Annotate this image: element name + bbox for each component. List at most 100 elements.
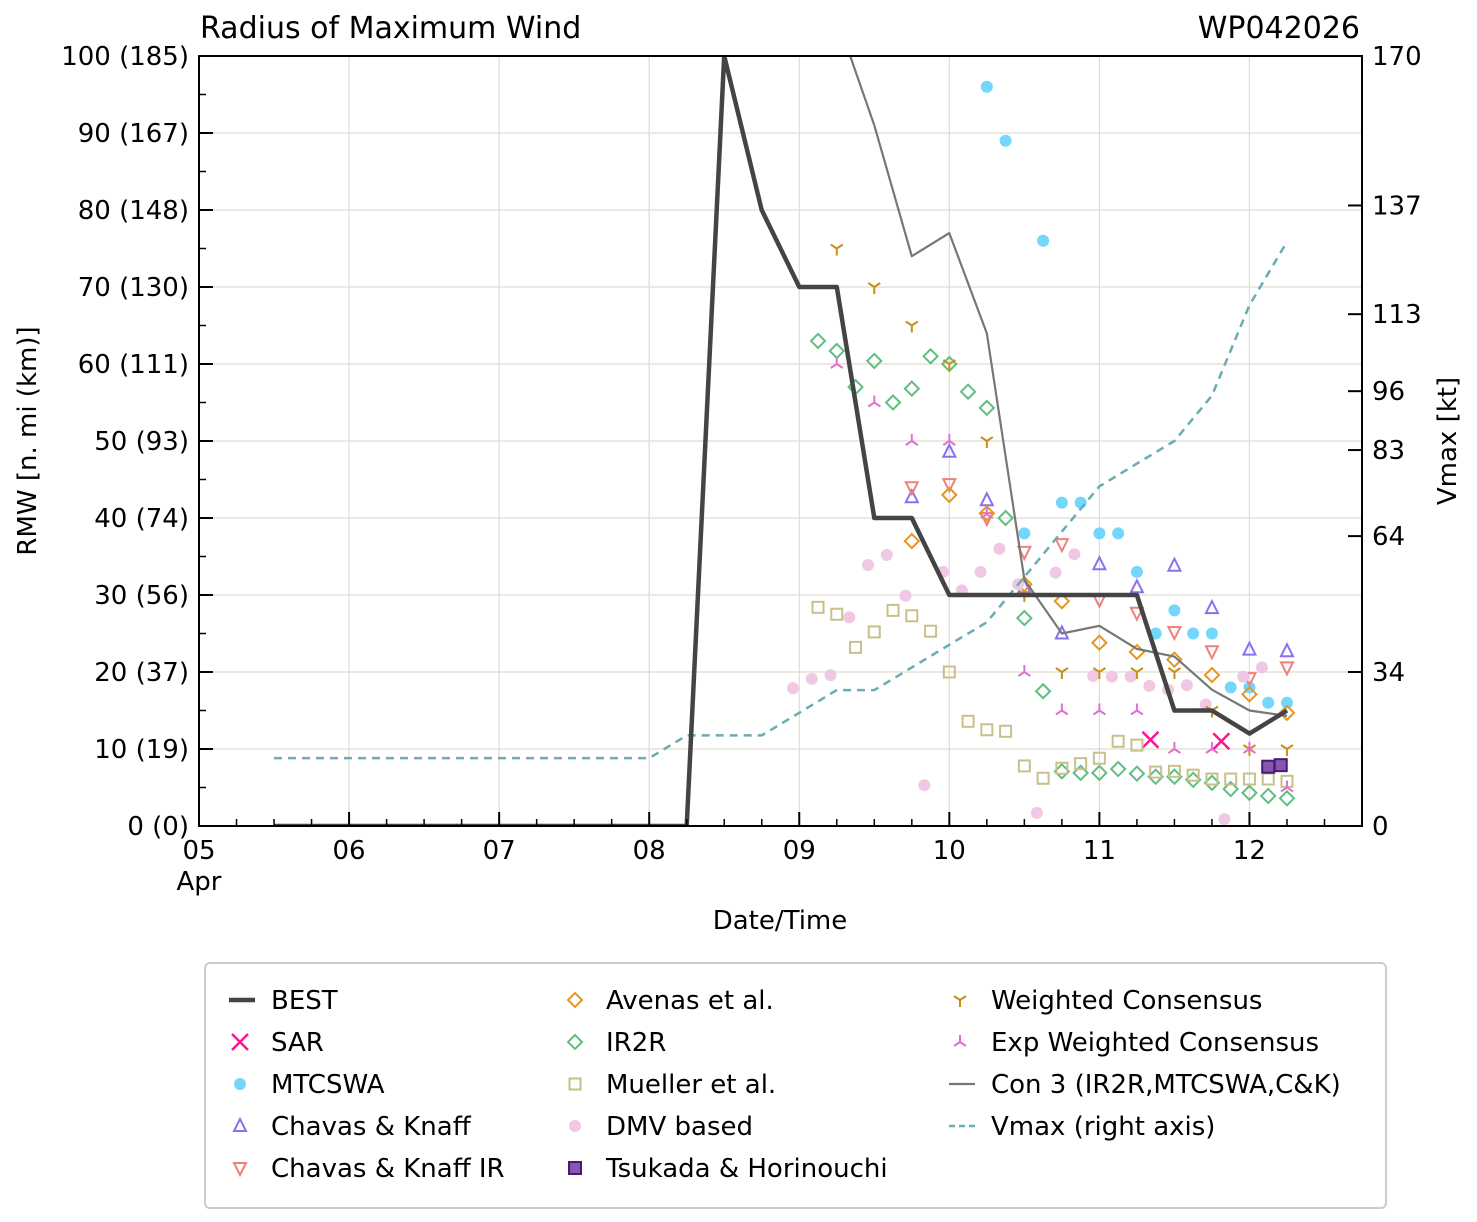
mtcswa-point-shape: [1093, 527, 1106, 540]
x-tick-label: 08: [633, 836, 666, 866]
dmv-based-point: [843, 611, 856, 624]
sar-point: [1141, 730, 1160, 749]
mueller-et-al-point-shape: [905, 609, 919, 623]
mtcswa-point-shape: [1224, 681, 1237, 694]
mueller-et-al-point-shape: [849, 640, 863, 654]
dmv-based-point: [899, 589, 912, 602]
legend-item: IR2R: [566, 1028, 666, 1058]
ir2r-point: [1015, 609, 1033, 627]
weighted-consensus-point: [942, 359, 956, 371]
grid: [198, 55, 1362, 827]
chavas-knaff-point: [1091, 554, 1108, 571]
ir2r-point: [1109, 760, 1127, 778]
series-tsukada-horinouchi: [1261, 758, 1288, 774]
exp-weighted-consensus-point: [942, 434, 956, 446]
x-tick-label: 06: [333, 836, 366, 866]
mtcswa-point: [1130, 565, 1143, 578]
series-chavas-knaff: [904, 442, 1295, 658]
y-right-tick-label: 137: [1372, 191, 1422, 221]
ir2r-point-shape: [1241, 784, 1258, 802]
mtcswa-point: [980, 80, 993, 93]
ir2r-point: [978, 399, 996, 417]
legend-item: DMV based: [569, 1112, 753, 1142]
weighted-consensus-point-shape: [905, 320, 919, 333]
series-vmax-right-axis: [274, 241, 1289, 760]
legend-label: Exp Weighted Consensus: [991, 1028, 1319, 1058]
exp-weighted-consensus-point-shape: [1092, 703, 1106, 716]
chavas-knaff-point-shape: [1279, 641, 1295, 658]
ir2r-point: [959, 383, 977, 401]
legend-marker-swatch-shape: [231, 1033, 249, 1051]
mueller-et-al-point: [999, 724, 1013, 738]
dmv-based-point-shape: [993, 542, 1006, 555]
weighted-consensus-point: [830, 243, 844, 256]
mueller-et-al-point: [1074, 757, 1088, 771]
sar-point-shape: [1141, 730, 1160, 749]
y-right-tick-label: 34: [1372, 658, 1405, 688]
legend-marker-swatch-shape: [568, 1161, 582, 1175]
exp-weighted-consensus-point-shape: [905, 434, 919, 446]
avenas-et-al-point-shape: [1053, 592, 1071, 610]
legend-item: Avenas et al.: [566, 986, 774, 1016]
dmv-based-point-shape: [1255, 661, 1268, 674]
mueller-et-al-point: [905, 609, 919, 623]
mueller-et-al-point-shape: [999, 724, 1013, 738]
mueller-et-al-point: [1205, 772, 1219, 786]
ir2r-point: [1241, 784, 1258, 802]
mtcswa-point-shape: [999, 134, 1012, 147]
mtcswa-point-shape: [1262, 696, 1275, 709]
exp-weighted-consensus-point: [1055, 703, 1069, 716]
dmv-based-point-shape: [899, 589, 912, 602]
mueller-et-al-point-shape: [1205, 772, 1219, 786]
chavas-knaff-point: [1129, 578, 1145, 594]
legend-label: MTCSWA: [271, 1070, 385, 1100]
dmv-based-point: [1180, 679, 1193, 692]
series-weighted-consensus: [830, 243, 1294, 756]
exp-weighted-consensus-point-shape: [1130, 703, 1144, 716]
legend-item: BEST: [229, 986, 338, 1016]
mueller-et-al-point: [1055, 761, 1069, 775]
mueller-et-al-point: [1092, 751, 1106, 765]
avenas-et-al-point: [1203, 666, 1221, 684]
legend-item: MTCSWA: [234, 1070, 385, 1100]
dmv-based-point: [1255, 661, 1268, 674]
chavas-knaff-ir-point-shape: [1054, 538, 1070, 554]
avenas-et-al-point-shape: [1166, 651, 1183, 669]
best-line: [274, 56, 1289, 826]
exp-weighted-consensus-point-shape: [830, 357, 844, 369]
sar-point-shape: [1212, 732, 1231, 751]
legend-label: IR2R: [606, 1028, 666, 1058]
y-tick-label: 10 (19): [94, 735, 189, 765]
mueller-et-al-point: [811, 600, 825, 614]
exp-weighted-consensus-point: [980, 507, 994, 519]
weighted-consensus-point: [1280, 744, 1294, 756]
exp-weighted-consensus-point: [1092, 703, 1106, 716]
mtcswa-point: [1262, 696, 1275, 709]
ir2r-point: [997, 509, 1015, 527]
legend-marker-swatch-shape: [953, 995, 967, 1007]
mueller-et-al-point-shape: [811, 600, 825, 614]
mtcswa-point: [1093, 527, 1106, 540]
mueller-et-al-point-shape: [867, 625, 881, 639]
exp-weighted-consensus-point-shape: [942, 434, 956, 446]
avenas-et-al-point-shape: [903, 532, 921, 550]
chavas-knaff-point-shape: [1129, 578, 1145, 594]
x-axis-label: Date/Time: [713, 906, 848, 936]
legend-label: Weighted Consensus: [991, 986, 1262, 1016]
chavas-knaff-ir-point: [941, 478, 957, 494]
avenas-et-al-point: [1053, 592, 1071, 610]
dmv-based-point: [1124, 670, 1137, 683]
weighted-consensus-point-shape: [1130, 667, 1144, 679]
legend-label: Chavas & Knaff IR: [271, 1154, 505, 1184]
weighted-consensus-point: [905, 320, 919, 333]
chavas-knaff-point: [979, 491, 995, 507]
mtcswa-point-shape: [1168, 604, 1181, 617]
mueller-et-al-point-shape: [1074, 757, 1088, 771]
mueller-et-al-point-shape: [1242, 772, 1256, 786]
mtcswa-point: [1280, 696, 1293, 709]
ir2r-point: [1278, 789, 1296, 807]
mueller-et-al-point: [1224, 772, 1238, 786]
x-tick-label: 07: [483, 836, 516, 866]
mtcswa-point: [1224, 681, 1237, 694]
dmv-based-point-shape: [880, 548, 893, 561]
